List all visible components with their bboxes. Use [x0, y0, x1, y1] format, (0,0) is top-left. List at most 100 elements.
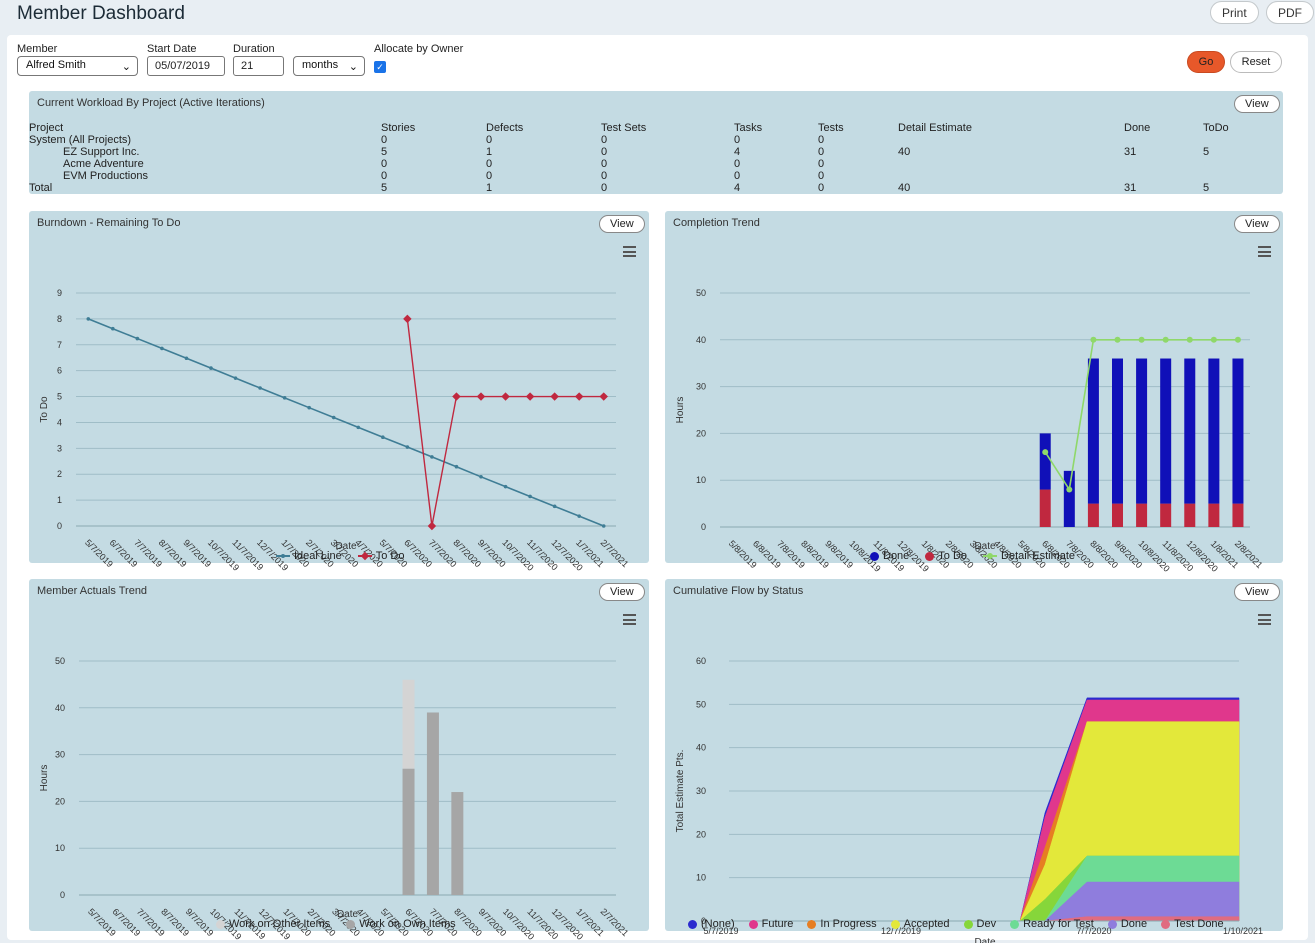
table-cell: 0	[818, 170, 825, 182]
hamburger-icon[interactable]	[623, 614, 636, 625]
data-point	[479, 475, 483, 479]
data-point	[282, 396, 287, 400]
y-tick-label: 20	[696, 428, 706, 438]
table-cell: 5	[381, 182, 388, 194]
legend-label: Test Done	[1174, 918, 1224, 930]
actuals-view-button[interactable]: View	[599, 583, 645, 601]
y-tick-label: 40	[696, 743, 706, 753]
actuals-title: Member Actuals Trend	[37, 585, 148, 597]
completion-panel: Completion Trend View 0 10 20 30 40 50 5/8/201…	[665, 211, 1283, 574]
data-point	[405, 445, 410, 449]
series-line	[87, 318, 605, 527]
data-point	[381, 435, 385, 440]
cumflow-panel: Cumulative Flow by Status View 0 10 20 30 40…	[665, 579, 1283, 943]
duration-label: Duration	[233, 43, 275, 55]
legend-label: Done	[1120, 918, 1148, 930]
y-tick-label: 10	[696, 873, 706, 883]
bar-todo	[1087, 503, 1099, 527]
table-cell: 0	[486, 134, 493, 146]
member-select[interactable]: Alfred Smith ⌄	[17, 56, 138, 76]
legend-label: Accepted	[903, 918, 950, 930]
print-button[interactable]: Print	[1210, 1, 1259, 24]
legend-item[interactable]: Ready for Test	[1010, 918, 1094, 930]
legend-item[interactable]: Test Done	[1161, 918, 1224, 930]
legend-item[interactable]: Ideal Line	[276, 550, 342, 562]
cumflow-legend: (None) Future In Progress Accepted Dev Ready …	[688, 918, 1224, 930]
table-cell: 0	[601, 134, 608, 146]
burndown-chart: 01234567895/7/20196/7/20197/7/20198/7/20…	[39, 288, 630, 573]
dashboard-page: Member Alfred Smith ⌄ Start Date 05/07/2…	[7, 35, 1308, 943]
cumflow-view-button[interactable]: View	[1234, 583, 1280, 601]
legend-item[interactable]: Done	[870, 550, 909, 562]
cumflow-chart: 0 10 20 30 40 50 60 5/7/2019 12/7/2019 7/7/2020 1/…	[675, 656, 1263, 943]
data-point	[599, 392, 608, 401]
y-tick-label: 2	[57, 469, 62, 479]
completion-view-button[interactable]: View	[1234, 215, 1280, 233]
bar-todo	[1160, 503, 1172, 527]
data-point	[111, 326, 115, 331]
data-point	[501, 392, 510, 401]
table-cell: 5	[1203, 182, 1210, 194]
legend-item[interactable]: Accepted	[890, 918, 950, 930]
legend-item[interactable]: In Progress	[807, 918, 877, 930]
workload-view-button[interactable]: View	[1234, 95, 1280, 113]
actuals-panel: Member Actuals Trend View 0 10 20 30 40 50 5/7…	[29, 579, 649, 942]
legend-item[interactable]: To Do	[357, 550, 404, 562]
legend-item[interactable]: Detail Estimate	[983, 550, 1075, 562]
table-cell: 0	[818, 182, 825, 194]
data-point	[452, 392, 461, 401]
completion-title: Completion Trend	[673, 217, 760, 229]
table-header: Project	[29, 122, 64, 134]
legend-item[interactable]: (None)	[688, 918, 735, 930]
legend-item[interactable]: Future	[748, 918, 793, 930]
y-tick-label: 20	[55, 796, 65, 806]
legend-marker	[688, 919, 697, 929]
y-tick-label: 0	[57, 521, 62, 531]
chevron-down-icon: ⌄	[348, 61, 358, 73]
data-point	[528, 494, 532, 499]
data-point	[577, 514, 581, 518]
hamburger-icon[interactable]	[1258, 614, 1271, 625]
reset-button[interactable]: Reset	[1230, 51, 1282, 73]
hamburger-icon[interactable]	[1258, 246, 1271, 257]
bar-own	[451, 792, 464, 895]
go-button[interactable]: Go	[1187, 51, 1225, 73]
data-point	[574, 392, 584, 401]
bar-done	[1087, 358, 1099, 504]
y-tick-label: 50	[696, 288, 706, 298]
table-cell: EVM Productions	[63, 170, 148, 182]
x-axis-label: Date	[337, 909, 359, 920]
duration-unit-select[interactable]: months ⌄	[293, 56, 365, 76]
legend-marker	[1161, 919, 1171, 929]
start-date-input[interactable]: 05/07/2019	[147, 56, 225, 76]
table-cell: 5	[1203, 146, 1210, 158]
hamburger-icon[interactable]	[623, 246, 636, 257]
allocate-label: Allocate by Owner	[374, 43, 464, 55]
allocate-checkbox[interactable]: ✓	[374, 61, 386, 73]
legend-item[interactable]: Dev	[963, 918, 996, 930]
table-header: Defects	[486, 122, 524, 134]
legend-item[interactable]: Work on Other Items	[216, 918, 330, 930]
data-point	[427, 521, 437, 531]
table-cell: 0	[818, 146, 825, 158]
x-tick-label: 12/7/2019	[881, 926, 921, 936]
data-point	[258, 386, 262, 390]
legend-marker	[1107, 919, 1117, 929]
legend-item[interactable]: To Do	[925, 550, 967, 562]
duration-unit-value: months	[302, 59, 339, 71]
table-cell: 0	[734, 170, 741, 182]
table-cell: 5	[381, 146, 388, 158]
legend-label: Detail Estimate	[1001, 550, 1076, 562]
pdf-button[interactable]: PDF	[1266, 1, 1314, 24]
burndown-view-button[interactable]: View	[599, 215, 645, 233]
table-cell: 0	[734, 134, 741, 146]
table-cell: 40	[898, 182, 911, 194]
legend-item[interactable]: Done	[1107, 918, 1148, 930]
duration-input[interactable]: 21	[233, 56, 284, 76]
y-tick-label: 30	[696, 786, 706, 796]
x-tick-label: 7/7/2020	[1076, 926, 1111, 936]
legend-item[interactable]: Work on Own Items	[346, 918, 456, 930]
table-cell: 0	[486, 170, 493, 182]
y-tick-label: 40	[696, 335, 706, 345]
member-value: Alfred Smith	[26, 59, 86, 71]
